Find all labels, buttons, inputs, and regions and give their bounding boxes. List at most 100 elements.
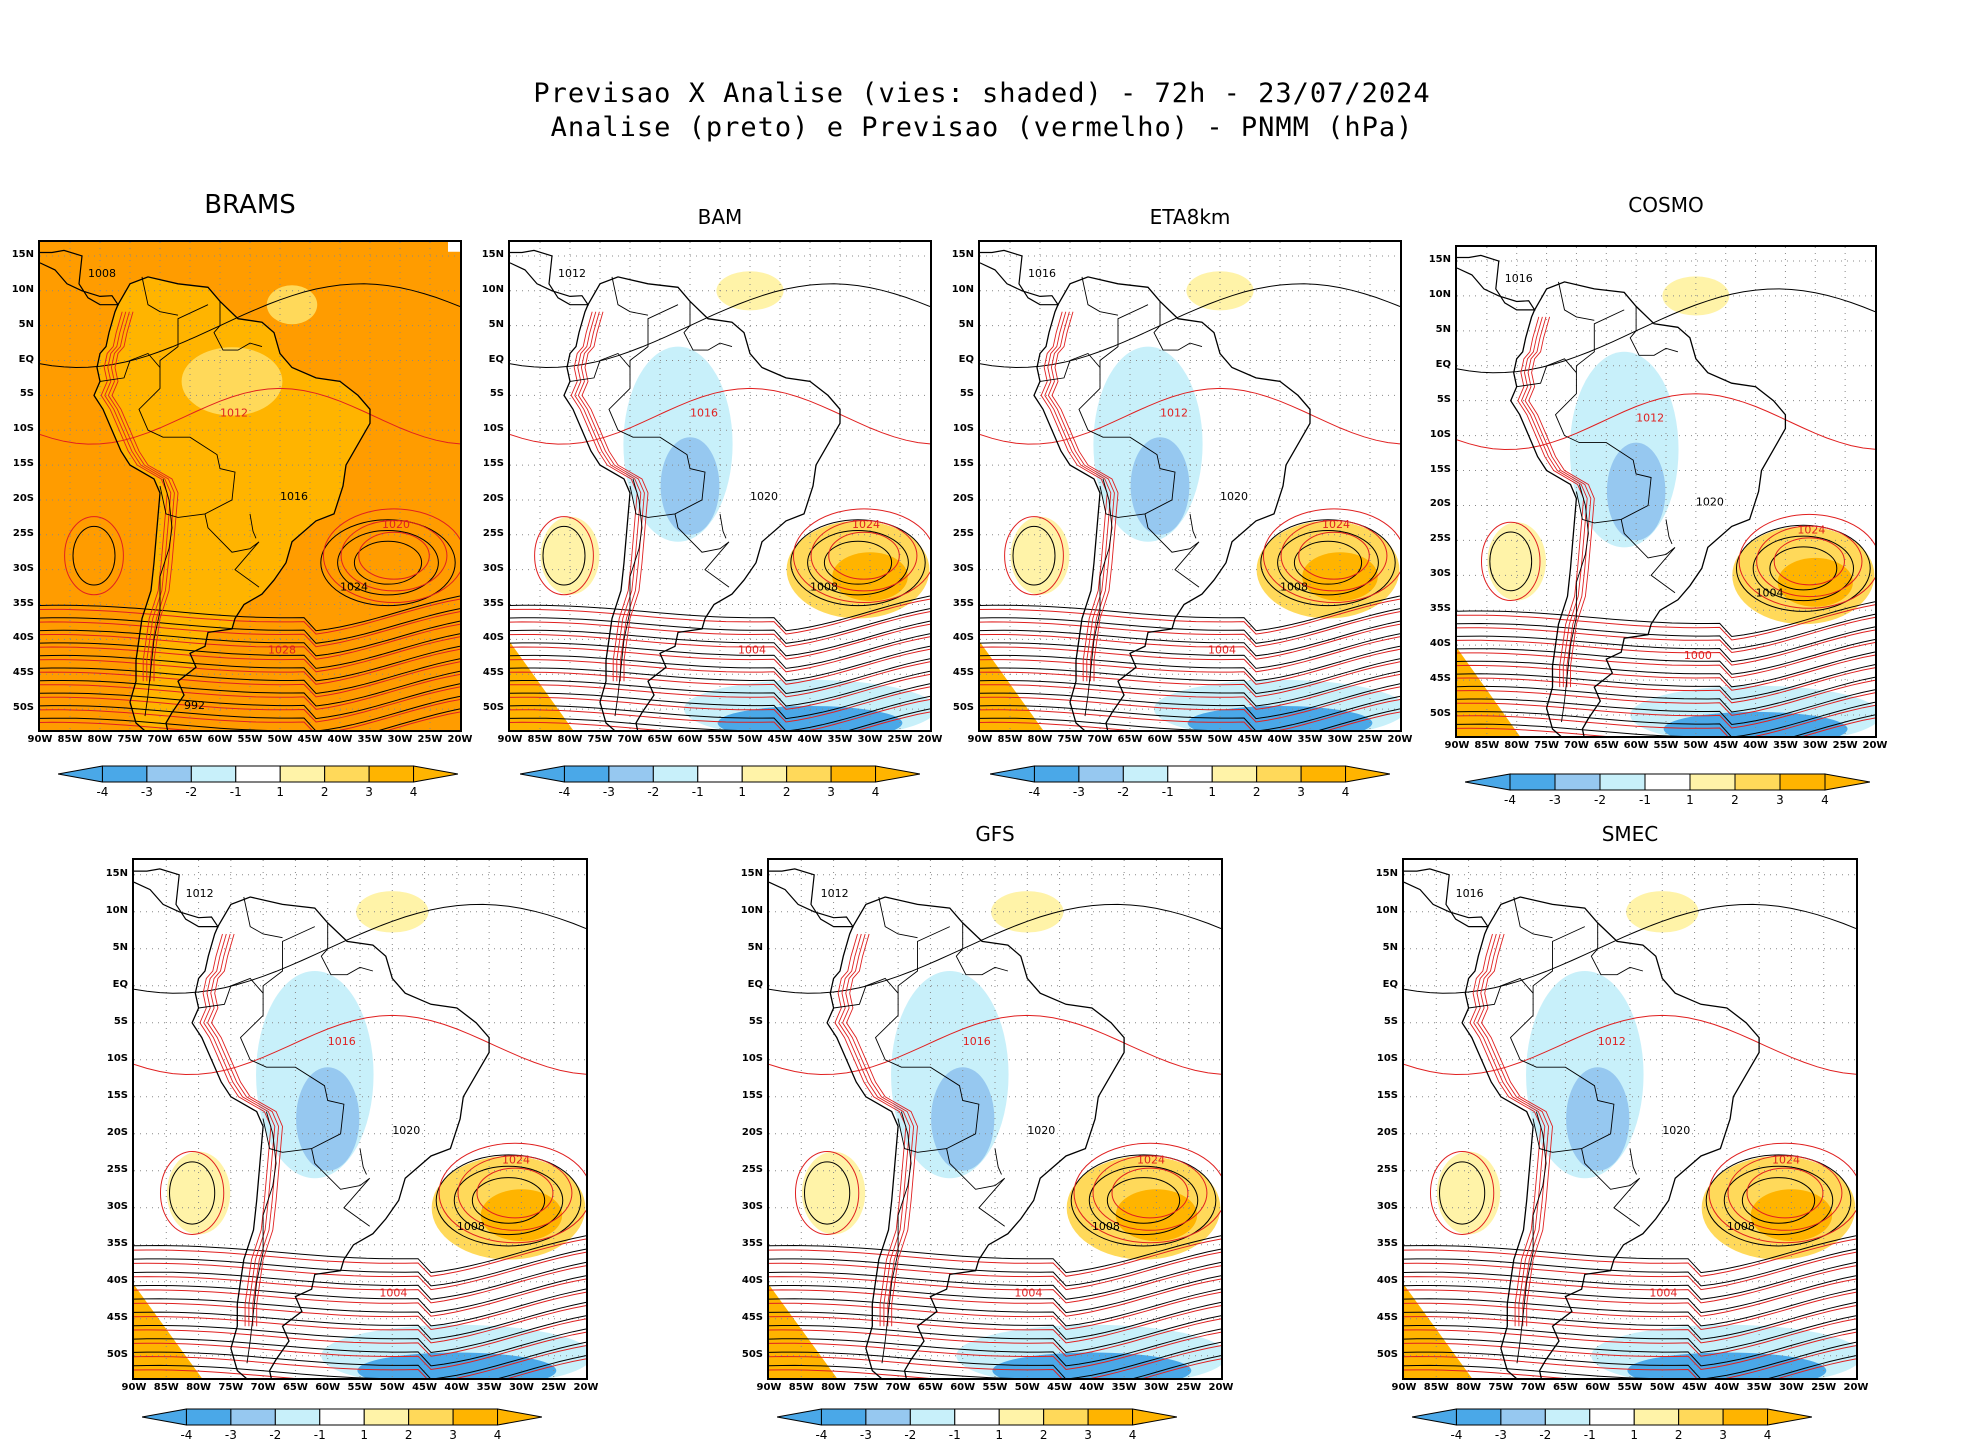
contour-label: 1012 <box>821 887 849 900</box>
bias-pos-sw-corner <box>1404 1284 1472 1378</box>
forecast-andes-contour <box>100 311 168 682</box>
lon-tick-label: 60W <box>207 734 233 745</box>
map-canvas-gfs: 1012 1016 1020 1024 1008 1004 <box>769 860 1221 1378</box>
forecast-isobar-north <box>40 387 460 445</box>
colorbar-arrow-left <box>777 1408 822 1426</box>
lon-tick-label: 70W <box>1563 740 1589 751</box>
forecast-isobar <box>134 1331 586 1371</box>
country-border <box>994 1148 1002 1175</box>
colorbar-label: 2 <box>782 785 791 799</box>
coastline-central-america <box>769 868 855 928</box>
lat-tick-label: 30S <box>741 1200 763 1212</box>
bias-patch <box>266 285 318 325</box>
analysis-isobar <box>40 633 460 669</box>
coastline <box>1509 281 1787 736</box>
colorbar-segment <box>563 765 610 783</box>
forecast-high-contour <box>322 508 460 604</box>
lat-tick-label: 15S <box>1429 463 1451 475</box>
colorbar-segment <box>954 1408 1000 1426</box>
colorbar-segment <box>820 1408 867 1426</box>
contour-label: 1016 <box>963 1035 991 1048</box>
lat-tick-label: 25S <box>482 527 504 539</box>
analysis-isobar <box>40 695 460 730</box>
lon-tick-label: 50W <box>737 734 763 745</box>
country-border <box>1516 358 1577 388</box>
colorbar-smec: -4 -3 -2 -1 1 2 3 4 <box>1412 1408 1812 1446</box>
lat-tick-label: 35S <box>1429 603 1451 615</box>
lat-tick-label: EQ <box>18 353 34 365</box>
contour-label: 992 <box>184 699 205 712</box>
colorbar-segment <box>1211 765 1258 783</box>
colorbar-label: -1 <box>691 785 704 799</box>
missing-data-strip <box>448 242 460 252</box>
forecast-andes-contour <box>203 933 276 1327</box>
analysis-pacific-high <box>1489 531 1533 592</box>
country-border <box>1629 1148 1637 1175</box>
analysis-isobar <box>1457 664 1875 700</box>
colorbar-label: -2 <box>269 1428 282 1442</box>
coastline <box>191 896 490 1378</box>
colorbar-arrow-left <box>990 765 1035 783</box>
colorbar-segment <box>1256 765 1302 783</box>
lon-tick-label: 85W <box>1474 740 1500 751</box>
lon-tick-label: 80W <box>186 1382 212 1393</box>
forecast-andes-contour <box>1517 316 1585 688</box>
lat-tick-label: 20S <box>952 492 974 504</box>
forecast-isobar <box>1404 1278 1856 1317</box>
lat-tick-label: 40S <box>741 1274 763 1286</box>
lat-tick-label: 15S <box>12 458 34 470</box>
analysis-isobar <box>980 708 1400 730</box>
coastline <box>563 276 841 730</box>
forecast-andes-contour <box>842 933 915 1327</box>
map-panel5: 1012 1016 1020 1024 1008 1004 <box>132 858 588 1380</box>
country-border <box>144 478 173 717</box>
colorbar-segment <box>1722 1408 1769 1426</box>
lat-tick-label: 10N <box>11 283 34 295</box>
lon-tick-label: 40W <box>1267 734 1293 745</box>
analysis-isobar <box>980 670 1400 707</box>
contour-label: 1016 <box>1505 272 1533 285</box>
lon-tick-label: 55W <box>347 1382 373 1393</box>
forecast-isobar <box>769 1265 1221 1304</box>
colorbar-label: 2 <box>320 785 329 799</box>
colorbar-label: -2 <box>185 785 198 799</box>
analysis-isobar <box>769 1328 1221 1367</box>
analysis-high-contour <box>1088 1165 1199 1236</box>
analysis-isobar <box>1404 1355 1856 1378</box>
lon-tick-label: 90W <box>27 734 53 745</box>
lon-tick-label: 65W <box>282 1382 308 1393</box>
colorbar-segment <box>1122 765 1169 783</box>
contour-label: 1024 <box>502 1153 530 1166</box>
lat-tick-label: 50S <box>1376 1348 1398 1360</box>
forecast-andes-contour <box>1040 311 1108 682</box>
colorbar-label: -4 <box>1504 793 1516 807</box>
forecast-isobar <box>769 1305 1221 1344</box>
colorbar-cosmo: -4 -3 -2 -1 1 2 3 4 <box>1465 773 1870 811</box>
country-border <box>874 926 980 1153</box>
analysis-isobar <box>980 695 1400 730</box>
lon-tick-label: 70W <box>1520 1382 1546 1393</box>
panel-title-smec: SMEC <box>1601 822 1659 846</box>
forecast-high-contour <box>340 520 448 592</box>
country-border <box>1039 352 1101 382</box>
lon-tick-label: 25W <box>1176 1382 1202 1393</box>
forecast-high-contour <box>1092 1155 1208 1231</box>
analysis-isobar <box>1404 1248 1856 1287</box>
forecast-isobar <box>134 1291 586 1331</box>
country-border <box>614 478 643 717</box>
colorbar-label: -4 <box>1450 1428 1463 1442</box>
lon-tick-label: 55W <box>707 734 733 745</box>
lon-tick-label: 20W <box>1208 1382 1234 1393</box>
analysis-isobar <box>980 608 1400 644</box>
analysis-isobar <box>134 1355 586 1378</box>
lat-tick-label: EQ <box>1435 358 1451 370</box>
lat-tick-label: 15S <box>106 1089 128 1101</box>
lon-tick-label: 30W <box>508 1382 534 1393</box>
lon-tick-label: 40W <box>327 734 353 745</box>
lat-tick-label: 45S <box>12 667 34 679</box>
colorbar-label: 4 <box>1341 785 1350 799</box>
analysis-isobar <box>1457 626 1875 663</box>
forecast-isobar <box>980 711 1400 730</box>
contour-label: 1008 <box>457 1220 485 1233</box>
country-border <box>1513 896 1553 939</box>
